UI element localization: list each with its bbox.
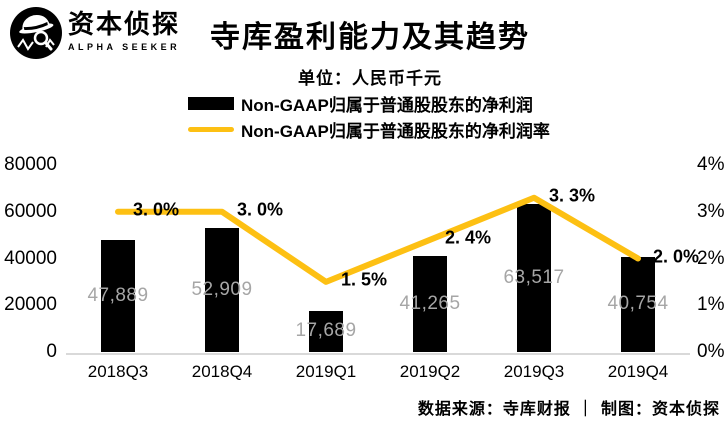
legend-item-net-profit: Non-GAAP归属于普通股股东的净利润: [188, 93, 550, 115]
x-axis-label-2018Q3: 2018Q3: [87, 362, 149, 381]
legend-label: Non-GAAP归属于普通股股东的净利润率: [241, 121, 550, 141]
line-swatch-icon: [188, 126, 234, 132]
left-axis-tick: 60000: [4, 200, 57, 222]
left-axis-tick: 20000: [4, 294, 57, 316]
x-axis-label-2019Q4: 2019Q4: [607, 362, 669, 381]
line-value-label: 3. 0%: [236, 199, 284, 220]
bar-value-label: 40,754: [607, 293, 669, 315]
brand-name-cn: 资本侦探: [68, 10, 181, 40]
left-axis-tick: 40000: [4, 247, 57, 269]
x-axis-label-2019Q2: 2019Q2: [399, 362, 461, 381]
bar-swatch-icon: [188, 96, 234, 110]
bar-value-label: 41,265: [399, 292, 461, 314]
bar-value-label: 17,689: [295, 320, 357, 342]
chart-unit-subtitle: 单位：人民币千元: [298, 69, 442, 89]
detective-logo-icon: [10, 7, 62, 59]
right-axis-tick: 0%: [697, 341, 725, 362]
chart-title: 寺库盈利能力及其趋势: [210, 20, 530, 55]
bar-value-label: 47,889: [87, 285, 149, 307]
line-value-label: 2. 4%: [444, 227, 492, 248]
x-axis-line: [66, 353, 690, 355]
line-value-label: 1. 5%: [340, 269, 388, 290]
bar-value-label: 63,517: [503, 266, 565, 288]
bar-value-label: 52,909: [191, 279, 253, 301]
legend-label: Non-GAAP归属于普通股股东的净利润: [241, 95, 533, 115]
left-axis-tick: 80000: [4, 154, 57, 175]
x-axis-label-2019Q3: 2019Q3: [503, 362, 565, 381]
right-axis-tick: 2%: [697, 247, 725, 269]
x-axis-label-2018Q4: 2018Q4: [191, 362, 253, 381]
right-axis-tick: 3%: [697, 200, 725, 222]
right-axis-tick: 4%: [697, 154, 725, 175]
legend-item-net-margin: Non-GAAP归属于普通股股东的净利润率: [188, 119, 550, 141]
x-axis-label-2019Q1: 2019Q1: [295, 362, 357, 381]
source-credit-line: 数据来源：寺库财报 ｜ 制图：资本侦探: [417, 399, 720, 418]
left-axis-tick: 0: [46, 341, 57, 362]
right-axis-tick: 1%: [697, 294, 725, 316]
brand-name-en: ALPHA SEEKER: [68, 41, 181, 52]
line-value-label: 2. 0%: [652, 246, 700, 266]
line-value-label: 3. 0%: [132, 199, 180, 220]
legend: Non-GAAP归属于普通股股东的净利润 Non-GAAP归属于普通股股东的净利…: [188, 93, 550, 145]
line-value-label: 3. 3%: [548, 185, 596, 206]
brand-block: 资本侦探 ALPHA SEEKER: [68, 11, 180, 52]
title-block: 寺库盈利能力及其趋势 单位：人民币千元: [170, 12, 570, 89]
bar-2019Q1: [309, 310, 343, 352]
